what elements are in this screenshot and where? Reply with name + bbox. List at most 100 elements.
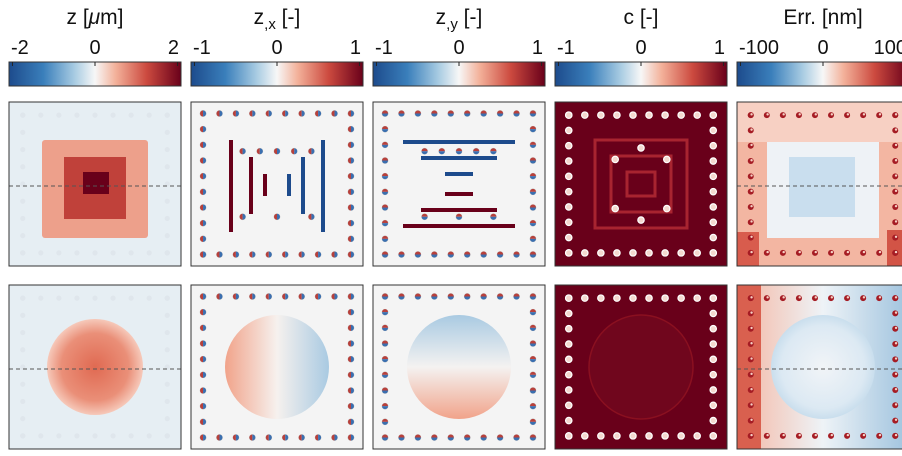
marker: [611, 155, 620, 164]
marker-half: [382, 403, 389, 407]
marker-highlight: [766, 433, 769, 437]
colorbar-title-zx: z,x [-]: [254, 6, 301, 33]
slope-cap: [407, 315, 511, 419]
marker-half: [529, 296, 536, 300]
marker-highlight: [782, 433, 785, 437]
marker: [637, 216, 645, 224]
panel-zy-row-1: [372, 101, 546, 267]
marker-half: [529, 157, 536, 161]
marker-half: [447, 110, 454, 114]
marker-half: [398, 293, 405, 297]
marker-highlight: [750, 143, 753, 147]
marker-half: [497, 293, 504, 297]
marker-highlight: [750, 159, 753, 162]
marker-half: [382, 374, 389, 378]
marker-half: [203, 340, 207, 347]
marker-half: [315, 293, 319, 300]
marker-half: [347, 173, 351, 180]
marker-highlight: [846, 113, 850, 116]
marker: [20, 250, 26, 256]
marker-half: [447, 434, 454, 438]
marker-half: [382, 126, 389, 130]
step-outline: [609, 154, 673, 214]
marker-half: [350, 340, 354, 347]
marker-half: [347, 434, 351, 441]
marker-half: [203, 173, 207, 180]
marker-highlight: [894, 143, 898, 147]
marker-half: [382, 191, 389, 195]
marker-highlight: [750, 418, 753, 421]
marker-half: [232, 110, 236, 117]
marker: [564, 233, 573, 242]
marker: [20, 416, 26, 422]
marker-half: [298, 434, 302, 441]
marker-half: [347, 309, 351, 316]
marker-half: [529, 418, 536, 422]
marker-half: [382, 296, 389, 300]
marker: [613, 111, 621, 119]
marker: [693, 111, 701, 119]
marker: [164, 146, 170, 153]
title-subscript: ,y: [446, 16, 458, 33]
marker-half: [347, 141, 351, 148]
marker-highlight: [862, 113, 866, 116]
marker: [661, 294, 669, 302]
marker-half: [347, 403, 351, 410]
error-corner: [887, 230, 902, 266]
marker: [597, 249, 605, 257]
heatmap-panels: [8, 101, 902, 450]
marker-half: [265, 293, 269, 300]
marker-highlight: [750, 311, 753, 314]
tick-label: -1: [193, 37, 211, 59]
marker-half: [529, 437, 536, 441]
marker-half: [382, 418, 389, 422]
marker-half: [497, 251, 504, 255]
marker: [564, 386, 573, 394]
marker-half: [398, 437, 405, 441]
marker: [693, 432, 701, 440]
marker-half: [382, 437, 389, 441]
panel-c-row-1: [554, 101, 728, 267]
tick-label: 1: [350, 37, 361, 59]
marker-half: [331, 251, 335, 258]
marker: [20, 364, 26, 370]
marker-half: [350, 403, 354, 410]
panel-frame: [736, 101, 902, 267]
marker-half: [529, 387, 536, 391]
marker-half: [200, 157, 204, 164]
marker-half: [350, 173, 354, 180]
marker: [677, 432, 685, 440]
marker-half: [291, 148, 295, 155]
marker-half: [318, 293, 322, 300]
marker-half: [203, 324, 207, 331]
marker-half: [382, 390, 389, 394]
marker-half: [347, 204, 351, 211]
marker-half: [398, 110, 405, 114]
marker-half: [513, 251, 520, 255]
marker-half: [200, 204, 204, 211]
marker-half: [249, 251, 253, 258]
marker-half: [219, 110, 223, 117]
marker-half: [529, 403, 536, 407]
marker-half: [529, 207, 536, 211]
marker-half: [331, 434, 335, 441]
marker: [110, 433, 116, 439]
marker-half: [265, 251, 269, 258]
marker-half: [529, 421, 536, 425]
marker-half: [431, 251, 438, 255]
cap-region: [588, 314, 694, 420]
marker: [709, 432, 718, 440]
marker-half: [382, 324, 389, 328]
tick-label: -2: [11, 37, 29, 59]
marker: [164, 181, 170, 187]
panel-zx-row-2: [190, 284, 364, 450]
marker-half: [200, 293, 204, 300]
marker-half: [200, 324, 204, 331]
marker-highlight: [798, 433, 801, 437]
panel-err-row-1: [736, 101, 902, 267]
marker: [92, 112, 98, 118]
marker-half: [315, 110, 319, 117]
marker: [693, 249, 701, 257]
marker-half: [219, 251, 223, 258]
marker-half: [447, 437, 454, 441]
